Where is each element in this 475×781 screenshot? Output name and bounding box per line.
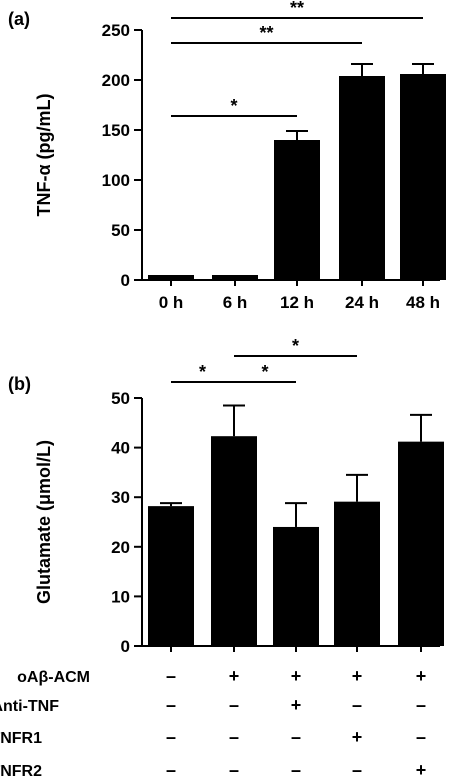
panel-b-condition-mark: + <box>229 666 240 686</box>
panel-b-condition-mark: – <box>416 727 426 747</box>
panel-b-y-tick-label: 20 <box>111 538 130 557</box>
panel-a-label: (a) <box>8 9 30 29</box>
panel-b-condition-mark: – <box>166 760 176 780</box>
panel-a-x-tick-label: 24 h <box>345 293 379 312</box>
panel-b-condition-mark: – <box>229 695 239 715</box>
panel-b-condition-mark: – <box>352 695 362 715</box>
panel-b-condition-mark: – <box>229 727 239 747</box>
panel-a-y-tick-label: 200 <box>102 71 130 90</box>
panel-b-condition-mark: – <box>352 760 362 780</box>
panel-b-condition-mark: – <box>291 760 301 780</box>
panel-a-significance-label: * <box>230 96 237 116</box>
panel-b-y-tick-label: 40 <box>111 439 130 458</box>
panel-a-y-tick-label: 250 <box>102 21 130 40</box>
panel-b-condition-mark: – <box>166 727 176 747</box>
panel-b-condition-mark: + <box>291 695 302 715</box>
panel-b-y-tick-label: 0 <box>121 637 130 656</box>
panel-b-condition-mark: + <box>416 666 427 686</box>
panel-b-y-axis-label: Glutamate (μmol/L) <box>34 440 54 604</box>
panel-b: (b) 0 10 20 30 40 50 Glutamate (μmol/L) * * * oAβ-A… <box>0 336 444 780</box>
panel-b-condition-label: Anti-TNFR1 <box>0 730 42 747</box>
panel-a-x-tick-label: 0 h <box>159 293 184 312</box>
panel-a-bar <box>274 140 320 280</box>
panel-b-condition-mark: – <box>166 666 176 686</box>
panel-a-significance-label: ** <box>290 0 304 18</box>
panel-a-bar <box>212 275 258 280</box>
panel-b-bar <box>211 436 257 646</box>
panel-b-condition-label: Anti-TNFR2 <box>0 763 42 780</box>
panel-a-x-tick-label: 6 h <box>223 293 248 312</box>
panel-b-condition-label: oAβ-ACM <box>17 669 90 686</box>
panel-a-y-tick-label: 100 <box>102 171 130 190</box>
panel-a-y-tick-label: 0 <box>121 271 130 290</box>
panel-a-y-tick-label: 150 <box>102 121 130 140</box>
panel-b-y-tick-label: 50 <box>111 389 130 408</box>
panel-b-bar <box>334 501 380 646</box>
panel-a-y-axis-label: TNF-α (pg/mL) <box>34 93 54 216</box>
panel-a-bar <box>148 275 194 280</box>
panel-b-label: (b) <box>8 374 31 394</box>
panel-a-x-tick-label: 12 h <box>280 293 314 312</box>
panel-a: (a) 0 50 100 150 200 250 TNF-α (pg/mL) 0 h 6 h 12 … <box>8 0 446 312</box>
panel-b-condition-mark: + <box>416 760 427 780</box>
panel-a-x-tick-label: 48 h <box>406 293 440 312</box>
panel-b-condition-label: Anti-TNF <box>0 698 59 715</box>
panel-a-bar <box>400 74 446 280</box>
panel-b-y-tick-label: 30 <box>111 488 130 507</box>
panel-b-condition-mark: – <box>416 695 426 715</box>
panel-b-condition-mark: + <box>352 666 363 686</box>
panel-b-condition-mark: – <box>291 727 301 747</box>
panel-b-bar <box>273 526 319 646</box>
panel-b-significance-label: * <box>199 362 206 382</box>
panel-a-significance-label: ** <box>259 23 273 43</box>
panel-b-bar <box>398 441 444 646</box>
panel-b-significance-label: * <box>292 336 299 356</box>
panel-b-significance-label: * <box>261 362 268 382</box>
panel-b-bar <box>148 506 194 646</box>
panel-a-y-tick-label: 50 <box>111 221 130 240</box>
panel-b-condition-mark: – <box>229 760 239 780</box>
panel-b-condition-mark: – <box>166 695 176 715</box>
panel-a-bar <box>339 76 385 280</box>
panel-b-condition-mark: + <box>291 666 302 686</box>
panel-b-condition-mark: + <box>352 727 363 747</box>
panel-b-y-tick-label: 10 <box>111 587 130 606</box>
